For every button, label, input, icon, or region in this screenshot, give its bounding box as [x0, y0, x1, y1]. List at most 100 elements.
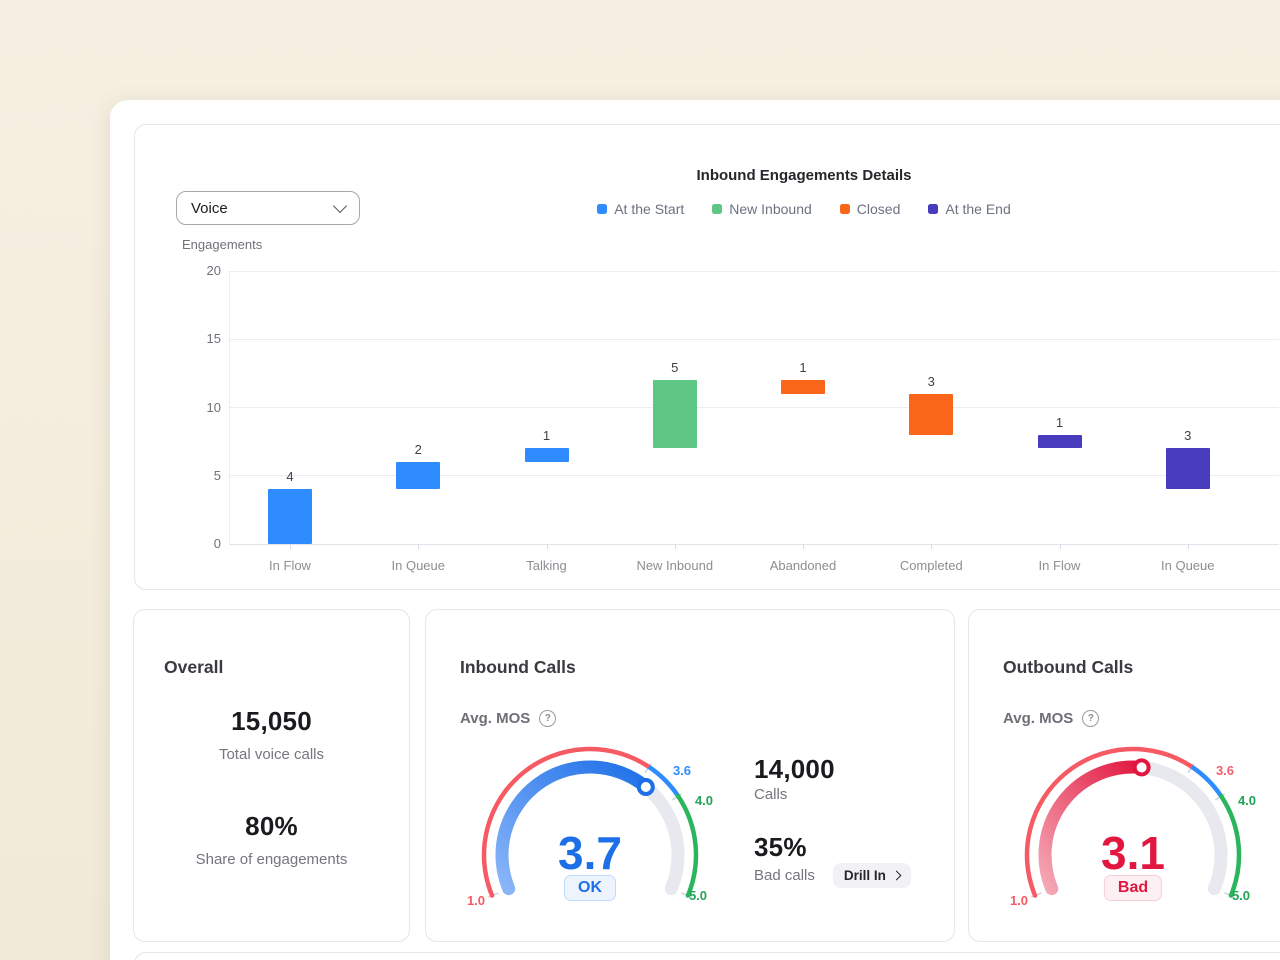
gauge-tick-label: 4.0	[1238, 793, 1256, 808]
engagements-chart-card: Inbound Engagements Details Voice At the…	[134, 124, 1280, 590]
drill-in-label: Drill In	[843, 868, 886, 883]
y-tick-label: 0	[213, 536, 221, 551]
gridline	[229, 338, 1279, 340]
mos-status-badge: Bad	[1103, 875, 1163, 901]
category-label: In Queue	[1161, 558, 1215, 573]
bar-value-label: 1	[1055, 414, 1064, 430]
bad-calls-label: Bad calls	[754, 866, 815, 884]
avg-mos-label-outbound: Avg. MOS	[1003, 710, 1074, 727]
total-voice-calls-label: Total voice calls	[218, 746, 325, 763]
bar[interactable]	[524, 448, 569, 463]
gridline	[229, 407, 1279, 408]
gauge-tick-label: 1.0	[467, 893, 485, 908]
chart-title: Inbound Engagements Details	[696, 167, 912, 185]
legend-label: Closed	[856, 201, 901, 217]
help-icon[interactable]	[539, 710, 557, 727]
next-row-card-partial	[134, 952, 1280, 960]
gauge-scale-arc	[1024, 746, 1195, 898]
legend-item[interactable]: At the End	[928, 201, 1011, 217]
bar-value-label: 1	[799, 360, 807, 376]
avg-mos-row-outbound: Avg. MOS	[1003, 710, 1100, 727]
category-label: In Queue	[391, 558, 446, 573]
gauge-tick-label: 4.0	[695, 793, 713, 808]
legend-item[interactable]: Closed	[839, 201, 901, 217]
gauge-marker	[636, 777, 655, 796]
y-tick-label: 15	[206, 331, 221, 347]
bar-value-label: 2	[414, 442, 422, 458]
y-axis-title: Engagements	[182, 237, 263, 252]
y-tick-label: 20	[206, 263, 221, 278]
overall-card-title: Overall	[164, 656, 224, 677]
x-axis-tick	[546, 544, 548, 549]
gridline	[229, 475, 1279, 477]
inbound-calls-card: Inbound Calls Avg. MOS 1.0 3.6 4.0 5.0 3.7 O…	[425, 609, 955, 942]
y-tick-label: 10	[206, 399, 221, 415]
chart-legend: At the Start New Inbound Closed At the End	[135, 201, 1280, 217]
legend-item[interactable]: New Inbound	[712, 201, 812, 217]
gauge-tick-label: 1.0	[1010, 893, 1028, 908]
bar[interactable]	[781, 380, 825, 394]
x-axis-tick	[290, 544, 291, 549]
gauge-svg: 1.0 3.6 4.0 5.0 3.1	[1010, 746, 1256, 908]
channel-dropdown[interactable]: Voice	[176, 191, 360, 225]
gauge-value: 3.1	[1101, 827, 1165, 879]
bar-value-label: 4	[286, 469, 294, 485]
bar[interactable]	[396, 462, 441, 490]
inbound-stats: 14,000 Calls 35% Bad calls Drill In	[754, 753, 911, 888]
category-label: Talking	[526, 558, 567, 573]
inbound-mos-gauge: 1.0 3.6 4.0 5.0 3.7 OK	[460, 746, 720, 937]
bar-value-label: 5	[671, 360, 679, 376]
x-axis-tick	[803, 544, 804, 549]
x-axis-tick	[931, 544, 933, 549]
bar[interactable]	[652, 380, 697, 449]
outbound-card-title: Outbound Calls	[1003, 656, 1134, 677]
gridline	[229, 543, 1279, 545]
avg-mos-label: Avg. MOS	[460, 710, 531, 727]
drill-in-button[interactable]: Drill In	[832, 863, 911, 888]
bar[interactable]	[268, 489, 312, 544]
gauge-value: 3.7	[558, 827, 622, 879]
legend-label: At the End	[945, 201, 1011, 217]
gauge-progress-arc	[1038, 760, 1149, 896]
gauge-svg: 1.0 3.6 4.0 5.0 3.7	[467, 746, 713, 908]
legend-label: New Inbound	[729, 201, 812, 217]
legend-swatch-icon	[597, 204, 608, 214]
x-axis-tick	[674, 544, 676, 549]
y-tick-label: 5	[213, 467, 221, 483]
x-axis-tick	[1187, 544, 1189, 549]
avg-mos-row: Avg. MOS	[460, 710, 557, 727]
legend-swatch-icon	[928, 204, 939, 214]
bar[interactable]	[1037, 434, 1082, 449]
category-label: New Inbound	[636, 558, 714, 573]
category-label: In Flow	[269, 558, 311, 573]
share-of-engagements-value: 80%	[245, 811, 298, 841]
mos-status-badge: OK	[564, 875, 616, 901]
x-axis-tick	[418, 544, 420, 549]
gauge-scale-arc	[675, 793, 699, 898]
x-axis-tick	[1059, 544, 1061, 549]
total-voice-calls-value: 15,050	[231, 706, 312, 736]
bar[interactable]	[909, 393, 954, 435]
calls-value: 14,000	[754, 754, 835, 784]
bar[interactable]	[1165, 448, 1210, 490]
gauge-scale-arc	[481, 746, 652, 898]
y-axis-line	[229, 271, 230, 544]
legend-swatch-icon	[712, 204, 723, 214]
chevron-right-icon	[891, 870, 902, 881]
help-icon[interactable]	[1082, 710, 1100, 727]
gauge-tick-label: 5.0	[1232, 888, 1250, 903]
bar-chart-plot: 0 5 10 15 20 4 In Flow 2 In Queue 1 Talking 5 New In…	[207, 263, 1279, 573]
gridline	[229, 270, 1279, 272]
category-label: Abandoned	[769, 558, 837, 573]
bar-value-label: 3	[927, 373, 935, 389]
gauge-tick-label: 3.6	[1216, 763, 1234, 778]
inbound-card-title: Inbound Calls	[460, 656, 576, 677]
dashboard-window: Inbound Engagements Details Voice At the…	[110, 100, 1280, 960]
outbound-mos-gauge: 1.0 3.6 4.0 5.0 3.1 Bad	[1003, 746, 1263, 937]
legend-item[interactable]: At the Start	[597, 201, 684, 217]
bar-value-label: 1	[542, 428, 551, 444]
legend-swatch-icon	[839, 204, 850, 214]
gauge-scale-arc	[1218, 793, 1242, 898]
bad-calls-value: 35%	[754, 832, 807, 862]
